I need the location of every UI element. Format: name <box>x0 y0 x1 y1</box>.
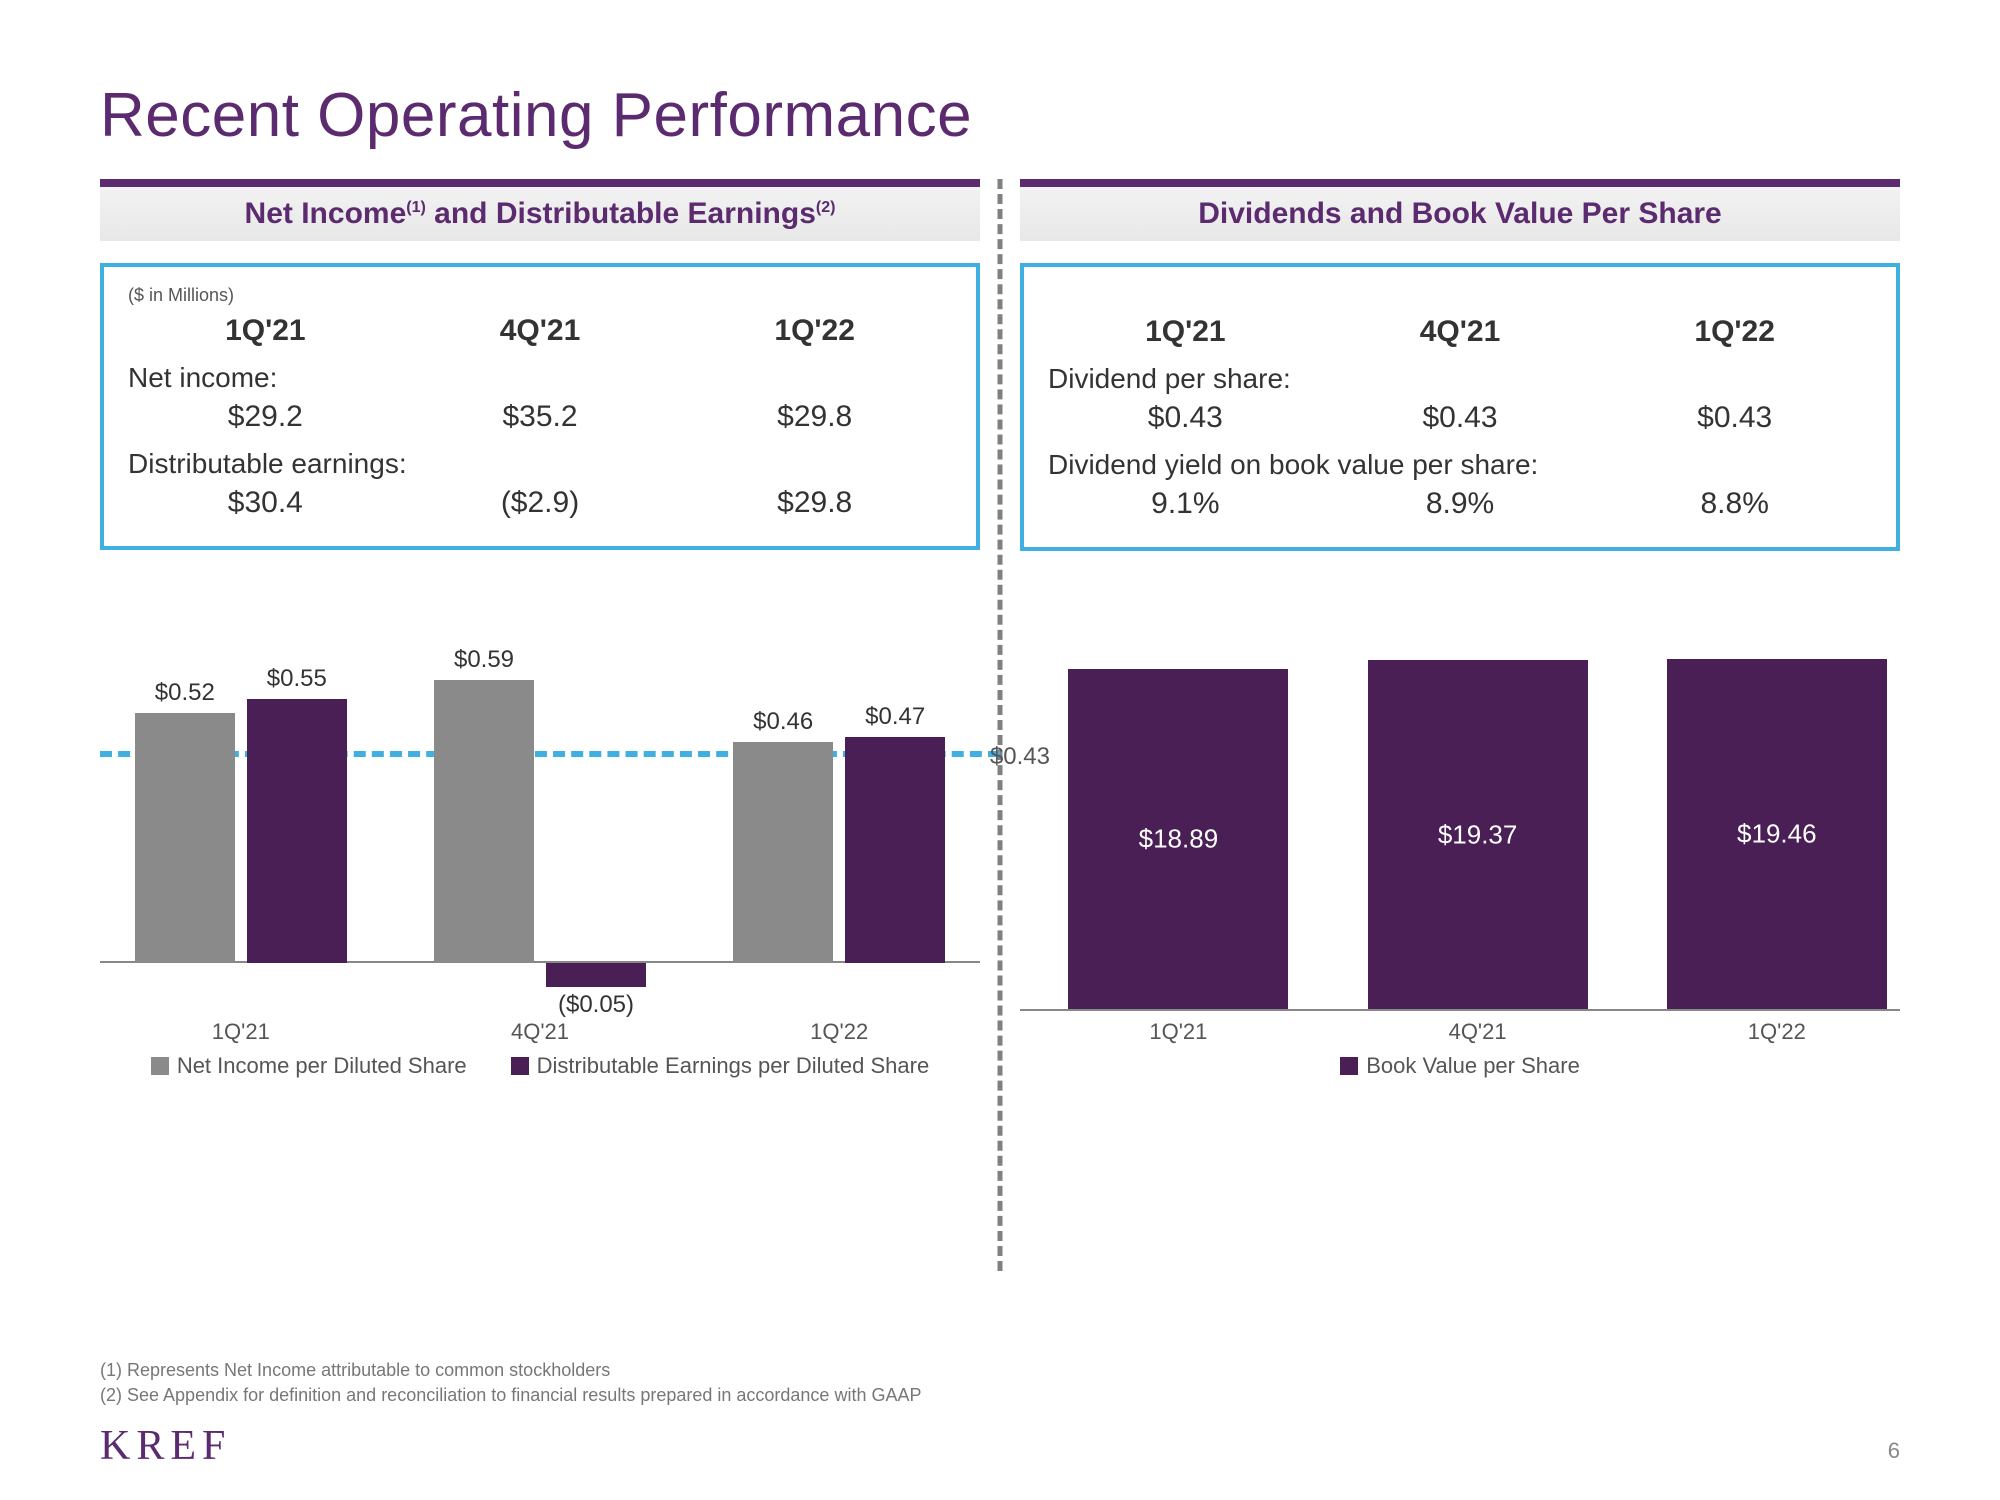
bar-value-label: $0.55 <box>267 665 327 693</box>
row-value: $30.4 <box>128 486 403 520</box>
column-header: 4Q'21 <box>403 314 678 348</box>
legend-item: Net Income per Diluted Share <box>151 1053 467 1079</box>
footnote: (1) Represents Net Income attributable t… <box>100 1360 921 1381</box>
chart-right: $18.89$19.37$19.46 Book Value per Share … <box>1020 611 1900 1131</box>
bar-value-label: ($0.05) <box>558 991 634 1019</box>
row-value: $0.43 <box>1323 401 1598 435</box>
x-axis-label: 4Q'21 <box>511 1019 569 1045</box>
chart-left: $0.43$0.52$0.55$0.59($0.05)$0.46$0.47 Ne… <box>100 611 980 1131</box>
bar: $0.59 <box>434 680 534 963</box>
logo: KREF <box>100 1422 231 1470</box>
row-value: $35.2 <box>403 400 678 434</box>
bar: $0.55 <box>247 699 347 963</box>
bar-value-label: $19.37 <box>1438 819 1518 850</box>
panel-left-box: ($ in Millions) 1Q'214Q'211Q'22 Net inco… <box>100 263 980 550</box>
row-value: $29.8 <box>677 486 952 520</box>
bar-value-label: $0.47 <box>865 703 925 731</box>
x-axis-label: 1Q'21 <box>212 1019 270 1045</box>
row-value: $29.8 <box>677 400 952 434</box>
footnotes: (1) Represents Net Income attributable t… <box>100 1360 921 1410</box>
bar: $19.46 <box>1667 659 1887 1009</box>
bar: $0.52 <box>135 713 235 963</box>
page-title: Recent Operating Performance <box>100 80 1900 151</box>
panel-right-header: Dividends and Book Value Per Share <box>1020 179 1900 241</box>
row-value: $0.43 <box>1048 401 1323 435</box>
row-value: 8.8% <box>1597 487 1872 521</box>
bar-value-label: $18.89 <box>1139 823 1219 854</box>
legend-item: Distributable Earnings per Diluted Share <box>511 1053 930 1079</box>
column-header: 1Q'21 <box>128 314 403 348</box>
panel-left: Net Income(1) and Distributable Earnings… <box>100 179 980 551</box>
bar-value-label: $0.46 <box>753 708 813 736</box>
page-number: 6 <box>1888 1438 1900 1464</box>
column-header: 1Q'21 <box>1048 315 1323 349</box>
panel-right: Dividends and Book Value Per Share 1Q'21… <box>1020 179 1900 551</box>
row-label: Net income: <box>128 362 952 394</box>
row-label: Dividend yield on book value per share: <box>1048 449 1872 481</box>
bar: ($0.05) <box>546 963 646 987</box>
bar-group: $0.46$0.47 <box>733 737 945 963</box>
bar-value-label: $19.46 <box>1737 818 1817 849</box>
x-axis-label: 1Q'22 <box>810 1019 868 1045</box>
panel-right-box: 1Q'214Q'211Q'22 Dividend per share: $0.43… <box>1020 263 1900 551</box>
row-value: 9.1% <box>1048 487 1323 521</box>
row-value: $0.43 <box>1597 401 1872 435</box>
bar-group: $0.59($0.05) <box>434 680 646 963</box>
x-axis-label: 4Q'21 <box>1449 1019 1507 1045</box>
legend-item: Book Value per Share <box>1340 1053 1580 1079</box>
bar: $19.37 <box>1368 660 1588 1009</box>
chart-right-legend: Book Value per Share <box>1020 1053 1900 1079</box>
column-header: 1Q'22 <box>677 314 952 348</box>
column-header: 1Q'22 <box>1597 315 1872 349</box>
column-header: 4Q'21 <box>1323 315 1598 349</box>
row-value: $29.2 <box>128 400 403 434</box>
row-label: Dividend per share: <box>1048 363 1872 395</box>
bar: $0.47 <box>845 737 945 963</box>
bar: $0.46 <box>733 742 833 963</box>
bar-value-label: $0.59 <box>454 646 514 674</box>
row-value: 8.9% <box>1323 487 1598 521</box>
bar-value-label: $0.52 <box>155 679 215 707</box>
panel-left-units: ($ in Millions) <box>128 285 952 306</box>
bar-group: $0.52$0.55 <box>135 699 347 963</box>
panel-left-header: Net Income(1) and Distributable Earnings… <box>100 179 980 241</box>
x-axis-label: 1Q'22 <box>1748 1019 1806 1045</box>
row-value: ($2.9) <box>403 486 678 520</box>
row-label: Distributable earnings: <box>128 448 952 480</box>
footnote: (2) See Appendix for definition and reco… <box>100 1385 921 1406</box>
x-axis-label: 1Q'21 <box>1149 1019 1207 1045</box>
bar: $18.89 <box>1068 669 1288 1009</box>
chart-left-legend: Net Income per Diluted Share Distributabl… <box>100 1053 980 1079</box>
